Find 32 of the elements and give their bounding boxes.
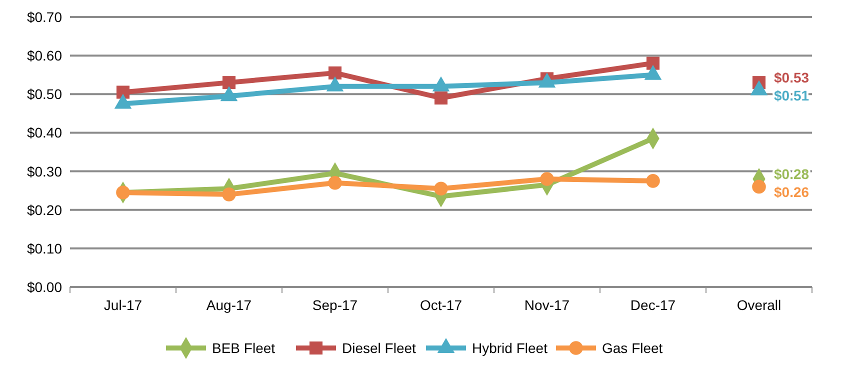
x-tick-label: Jul-17 [104,297,142,313]
y-tick-label: $0.00 [26,279,62,295]
legend-label: Gas Fleet [602,340,663,356]
y-tick-label: $0.10 [26,240,62,256]
x-tick-label: Oct-17 [420,297,462,313]
x-tick-label: Overall [736,297,782,313]
legend-label: BEB Fleet [212,340,276,356]
data-label: $0.53 [774,69,810,86]
point [540,172,554,186]
point [646,56,660,70]
point [222,188,236,202]
point [222,76,236,90]
legend-label: Diesel Fleet [342,340,416,356]
y-tick-label: $0.40 [26,124,62,141]
x-tick-label: Aug-17 [206,297,252,313]
point [434,91,448,105]
legend-label: Hybrid Fleet [472,340,548,356]
point [434,182,448,196]
y-tick-label: $0.30 [26,163,62,180]
point [116,86,130,99]
y-tick-label: $0.50 [26,86,62,102]
y-tick-label: $0.20 [26,202,62,218]
data-label: $0.26 [774,184,810,200]
x-tick-label: Nov-17 [524,297,570,313]
point [328,176,342,190]
x-tick-label: Sep-17 [312,297,358,313]
point [328,66,342,80]
point [116,186,130,200]
y-tick-label: $0.70 [26,9,62,25]
x-tick-label: Dec-17 [630,297,676,313]
y-tick-label: $0.60 [26,48,62,64]
point [646,174,660,188]
